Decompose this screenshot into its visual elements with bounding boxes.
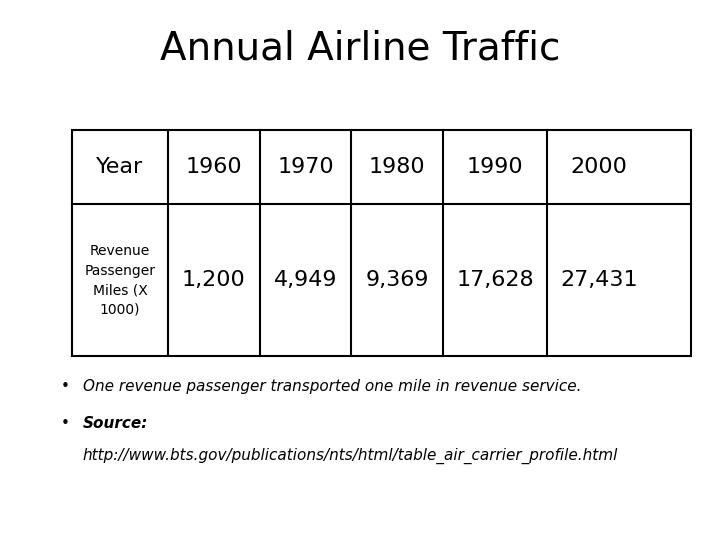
Text: Year: Year	[96, 157, 143, 177]
Text: http://www.bts.gov/publications/nts/html/table_air_carrier_profile.html: http://www.bts.gov/publications/nts/html…	[83, 448, 618, 464]
Text: 1980: 1980	[369, 157, 426, 177]
Text: Revenue
Passenger
Miles (X
1000): Revenue Passenger Miles (X 1000)	[84, 244, 156, 316]
Text: 1,200: 1,200	[182, 271, 246, 291]
Text: •: •	[60, 416, 69, 431]
Text: 17,628: 17,628	[456, 271, 534, 291]
Text: 4,949: 4,949	[274, 271, 337, 291]
Text: Annual Airline Traffic: Annual Airline Traffic	[160, 30, 560, 68]
Text: One revenue passenger transported one mile in revenue service.: One revenue passenger transported one mi…	[83, 379, 581, 394]
Text: •: •	[60, 379, 69, 394]
Text: Source:: Source:	[83, 416, 148, 431]
Text: 1990: 1990	[467, 157, 523, 177]
Text: 27,431: 27,431	[560, 271, 638, 291]
Text: 9,369: 9,369	[365, 271, 429, 291]
Text: 2000: 2000	[570, 157, 627, 177]
Text: 1960: 1960	[186, 157, 242, 177]
Text: 1970: 1970	[277, 157, 334, 177]
